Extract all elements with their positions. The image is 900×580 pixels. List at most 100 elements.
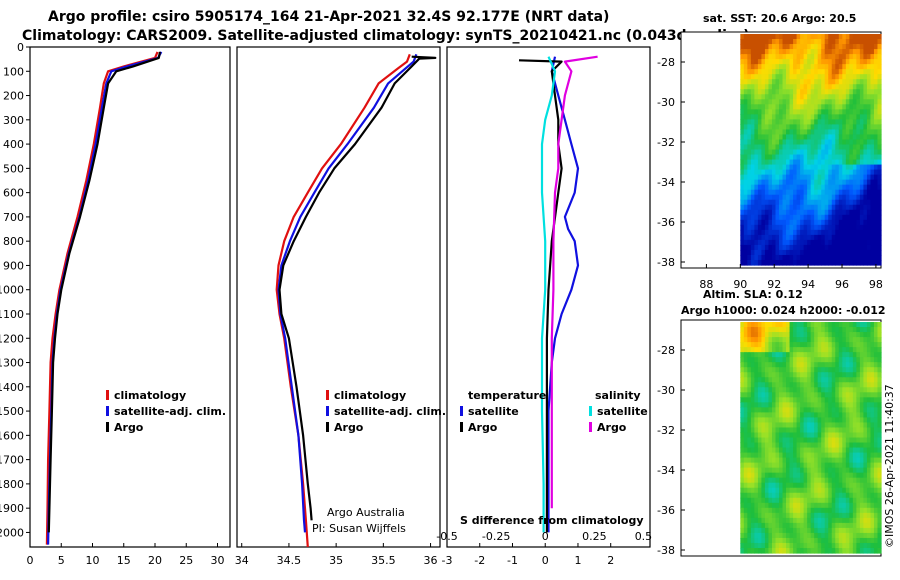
map-cell bbox=[800, 209, 805, 216]
map-cell bbox=[786, 249, 791, 256]
map-cell bbox=[814, 54, 819, 60]
map-cell bbox=[761, 342, 766, 348]
map-cell bbox=[754, 362, 759, 368]
map-cell bbox=[750, 154, 755, 161]
map-cell bbox=[782, 114, 787, 120]
map-cell bbox=[873, 129, 879, 136]
map-cell bbox=[845, 174, 850, 181]
map-cell bbox=[768, 204, 773, 211]
map-cell bbox=[747, 114, 752, 120]
map-cell bbox=[856, 204, 861, 211]
map-cell bbox=[856, 174, 861, 181]
map-cell bbox=[849, 134, 854, 141]
map-cell bbox=[803, 382, 808, 388]
map-cell bbox=[852, 209, 857, 216]
map-cell bbox=[852, 547, 857, 554]
map-cell bbox=[849, 462, 854, 469]
map-cell bbox=[845, 149, 850, 156]
map-cell bbox=[793, 249, 798, 256]
x-tick-label: 15 bbox=[117, 554, 131, 567]
map-cell bbox=[768, 74, 773, 80]
map-cell bbox=[740, 69, 745, 75]
map-cell bbox=[754, 477, 759, 484]
map-cell bbox=[870, 54, 875, 60]
map-cell bbox=[782, 402, 787, 408]
map-cell bbox=[821, 239, 826, 246]
map-cell bbox=[842, 542, 847, 549]
map-cell bbox=[786, 482, 791, 489]
map-cell bbox=[821, 84, 826, 90]
map-cell bbox=[859, 99, 865, 105]
map-cell bbox=[779, 179, 784, 186]
map-cell bbox=[838, 239, 843, 246]
map-cell bbox=[800, 327, 805, 333]
map-cell bbox=[831, 332, 836, 338]
map-cell bbox=[866, 362, 872, 368]
map-cell bbox=[870, 204, 875, 211]
map-cell bbox=[877, 244, 882, 251]
map-cell bbox=[779, 397, 784, 403]
map-cell bbox=[754, 502, 759, 509]
map-cell bbox=[803, 204, 808, 211]
map-cell bbox=[796, 452, 801, 459]
map-cell bbox=[800, 532, 805, 539]
map-cell bbox=[831, 249, 836, 256]
map-cell bbox=[754, 244, 759, 251]
map-cell bbox=[852, 49, 857, 55]
map-cell bbox=[796, 244, 801, 251]
map-cell bbox=[743, 327, 748, 333]
map-cell bbox=[877, 179, 882, 186]
map-cell bbox=[828, 44, 833, 50]
map-cell bbox=[863, 104, 868, 110]
map-cell bbox=[740, 327, 745, 333]
map-cell bbox=[814, 362, 819, 368]
map-cell bbox=[824, 407, 829, 413]
map-cell bbox=[835, 164, 840, 171]
map-cell bbox=[852, 199, 857, 206]
map-cell bbox=[803, 447, 808, 454]
map-cell bbox=[870, 532, 875, 539]
map-cell bbox=[873, 109, 879, 115]
map-cell bbox=[849, 169, 854, 176]
map-cell bbox=[779, 437, 784, 444]
map-cell bbox=[849, 537, 854, 544]
x-tick-label-salinity: -0.25 bbox=[482, 530, 510, 543]
map-cell bbox=[743, 119, 748, 125]
map-cell bbox=[828, 104, 833, 110]
map-cell bbox=[821, 377, 826, 383]
map-cell bbox=[803, 392, 808, 398]
map-cell bbox=[807, 522, 812, 529]
map-cell bbox=[796, 392, 801, 398]
map-cell bbox=[757, 447, 763, 454]
map-cell bbox=[761, 249, 766, 256]
map-cell bbox=[849, 224, 854, 231]
map-cell bbox=[757, 537, 763, 544]
map-cell bbox=[873, 104, 879, 110]
map-cell bbox=[877, 184, 882, 191]
map-cell bbox=[863, 372, 868, 378]
map-cell bbox=[754, 169, 759, 176]
series-line-salinity-satellite bbox=[540, 56, 557, 533]
map-cell bbox=[803, 154, 808, 161]
map-cell bbox=[779, 249, 784, 256]
map-cell bbox=[803, 69, 808, 75]
map-cell bbox=[821, 219, 826, 226]
map-cell bbox=[817, 209, 822, 216]
map-cell bbox=[828, 502, 833, 509]
map-cell bbox=[757, 59, 763, 65]
map-cell bbox=[800, 229, 805, 236]
map-cell bbox=[863, 129, 868, 136]
map-cell bbox=[831, 512, 836, 519]
map-cell bbox=[859, 134, 865, 141]
map-cell bbox=[757, 239, 763, 246]
map-cell bbox=[852, 347, 857, 353]
map-cell bbox=[747, 204, 752, 211]
map-cell bbox=[796, 254, 801, 261]
map-cell bbox=[761, 239, 766, 246]
map-cell bbox=[866, 49, 872, 55]
map-cell bbox=[856, 104, 861, 110]
map-cell bbox=[764, 382, 770, 388]
map-cell bbox=[754, 149, 759, 156]
map-cell bbox=[870, 89, 875, 95]
map-cell bbox=[835, 49, 840, 55]
